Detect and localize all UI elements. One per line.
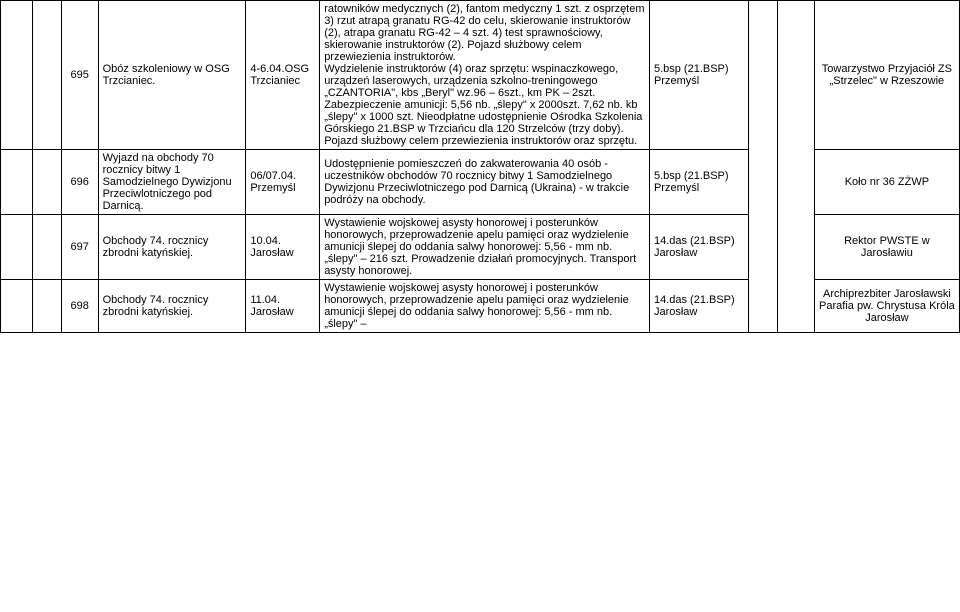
table-cell [1, 150, 33, 215]
table-cell: Obchody 74. rocznicy zbrodni katyńskiej. [98, 215, 246, 280]
table-cell: Udostępnienie pomieszczeń do zakwaterowa… [320, 150, 650, 215]
table-cell [32, 215, 61, 280]
table-cell: 06/07.04. Przemyśl [246, 150, 320, 215]
table-cell [32, 280, 61, 333]
table-row: 695Obóz szkoleniowy w OSG Trzcianiec.4-6… [1, 1, 960, 150]
table-cell: Wystawienie wojskowej asysty honorowej i… [320, 215, 650, 280]
table-row: 697Obchody 74. rocznicy zbrodni katyński… [1, 215, 960, 280]
table-cell [748, 1, 777, 333]
table-cell: Rektor PWSTE w Jarosławiu [814, 215, 959, 280]
table-cell: Wyjazd na obchody 70 rocznicy bitwy 1 Sa… [98, 150, 246, 215]
table-cell: ratowników medycznych (2), fantom medycz… [320, 1, 650, 150]
table-row: 698Obchody 74. rocznicy zbrodni katyński… [1, 280, 960, 333]
table-cell [777, 1, 814, 333]
table-cell: 5.bsp (21.BSP) Przemyśl [649, 150, 748, 215]
table-cell [32, 1, 61, 150]
table-cell: Archiprezbiter Jarosławski Parafia pw. C… [814, 280, 959, 333]
table-cell [1, 1, 33, 150]
table-row: 696Wyjazd na obchody 70 rocznicy bitwy 1… [1, 150, 960, 215]
table-cell: Wystawienie wojskowej asysty honorowej i… [320, 280, 650, 333]
table-cell [1, 280, 33, 333]
data-table: 695Obóz szkoleniowy w OSG Trzcianiec.4-6… [0, 0, 960, 333]
table-cell: 10.04. Jarosław [246, 215, 320, 280]
table-cell: 11.04. Jarosław [246, 280, 320, 333]
table-cell: 697 [61, 215, 98, 280]
table-cell: 695 [61, 1, 98, 150]
table-cell: 696 [61, 150, 98, 215]
table-cell: Obóz szkoleniowy w OSG Trzcianiec. [98, 1, 246, 150]
table-cell: 14.das (21.BSP) Jarosław [649, 280, 748, 333]
table-cell: 5.bsp (21.BSP) Przemyśl [649, 1, 748, 150]
table-cell: 4-6.04.OSG Trzcianiec [246, 1, 320, 150]
table-cell: Obchody 74. rocznicy zbrodni katyńskiej. [98, 280, 246, 333]
table-cell [1, 215, 33, 280]
table-cell: 698 [61, 280, 98, 333]
table-cell [32, 150, 61, 215]
table-cell: 14.das (21.BSP) Jarosław [649, 215, 748, 280]
table-cell: Towarzystwo Przyjaciół ZS „Strzelec" w R… [814, 1, 959, 150]
table-cell: Koło nr 36 ZŻWP [814, 150, 959, 215]
